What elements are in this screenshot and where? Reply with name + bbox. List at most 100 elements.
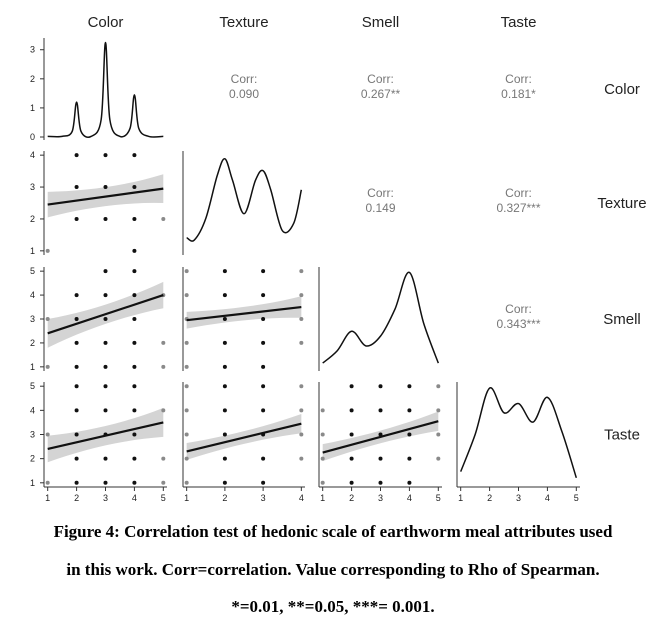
corr-value-texture-taste: 0.327*** xyxy=(496,201,540,215)
point-color-vs-smell-4 xyxy=(74,317,79,321)
ytick-smell-4: 4 xyxy=(30,290,35,300)
xtick-texture-1: 1 xyxy=(184,493,189,503)
ytick-taste-2: 2 xyxy=(30,454,35,464)
point-color-vs-smell-16 xyxy=(161,364,166,369)
point-color-vs-texture-4 xyxy=(103,216,108,221)
fit-line-color-vs-taste xyxy=(47,421,164,451)
fit-line-color-vs-smell xyxy=(47,294,164,335)
point-smell-vs-taste-21 xyxy=(436,408,441,413)
caption-line-3: *=0.01, **=0.05, ***= 0.001. xyxy=(231,597,435,616)
point-color-vs-texture-9 xyxy=(132,185,137,190)
point-texture-vs-smell-12 xyxy=(261,317,266,321)
point-smell-vs-taste-12 xyxy=(378,408,383,413)
point-texture-vs-smell-14 xyxy=(261,269,266,274)
point-color-vs-smell-7 xyxy=(103,340,108,345)
point-color-vs-texture-2 xyxy=(74,185,79,190)
point-color-vs-taste-18 xyxy=(161,456,166,461)
ytick-smell-2: 2 xyxy=(30,338,35,348)
point-smell-vs-taste-11 xyxy=(378,432,383,437)
xtick-taste-5: 5 xyxy=(574,493,579,503)
density-ytick-2: 2 xyxy=(30,74,35,84)
density-texture xyxy=(186,158,303,242)
point-texture-vs-taste-16 xyxy=(299,432,304,437)
ytick-texture-3: 3 xyxy=(30,182,35,192)
point-smell-vs-taste-1 xyxy=(320,456,325,461)
point-smell-vs-taste-22 xyxy=(436,384,441,389)
xtick-smell-1: 1 xyxy=(320,493,325,503)
xtick-color-3: 3 xyxy=(103,493,108,503)
point-texture-vs-taste-3 xyxy=(184,408,189,413)
point-smell-vs-taste-2 xyxy=(320,432,325,437)
point-smell-vs-taste-8 xyxy=(349,384,354,389)
point-texture-vs-smell-0 xyxy=(184,364,189,369)
density-smell xyxy=(322,271,440,364)
column-header-texture: Texture xyxy=(219,14,268,31)
xtick-texture-2: 2 xyxy=(222,493,227,503)
xtick-smell-4: 4 xyxy=(407,493,412,503)
xtick-texture-3: 3 xyxy=(261,493,266,503)
point-texture-vs-taste-0 xyxy=(184,480,189,485)
point-color-vs-taste-11 xyxy=(103,384,108,389)
point-smell-vs-taste-18 xyxy=(407,384,412,389)
point-color-vs-smell-15 xyxy=(132,269,137,274)
point-texture-vs-taste-8 xyxy=(222,408,227,413)
point-texture-vs-smell-13 xyxy=(261,293,266,298)
point-color-vs-texture-10 xyxy=(132,153,137,158)
point-color-vs-smell-5 xyxy=(74,293,79,298)
point-color-vs-taste-0 xyxy=(45,480,50,485)
corr-value-color-smell: 0.267** xyxy=(361,87,401,101)
point-texture-vs-taste-5 xyxy=(222,480,227,485)
point-color-vs-taste-4 xyxy=(74,432,79,437)
caption-line-1: Figure 4: Correlation test of hedonic sc… xyxy=(53,522,613,541)
point-texture-vs-taste-17 xyxy=(299,408,304,413)
point-color-vs-taste-17 xyxy=(161,480,166,485)
point-smell-vs-taste-9 xyxy=(378,480,383,485)
row-label-color: Color xyxy=(604,81,640,98)
ytick-taste-1: 1 xyxy=(30,478,35,488)
fit-line-texture-vs-taste xyxy=(186,422,302,453)
point-color-vs-smell-12 xyxy=(132,340,137,345)
point-color-vs-texture-0 xyxy=(45,248,50,253)
point-color-vs-smell-3 xyxy=(74,340,79,345)
point-color-vs-texture-3 xyxy=(74,153,79,158)
fit-line-color-vs-texture xyxy=(47,187,164,206)
point-color-vs-taste-3 xyxy=(74,456,79,461)
point-color-vs-taste-7 xyxy=(103,480,108,485)
point-smell-vs-taste-3 xyxy=(320,408,325,413)
point-texture-vs-smell-6 xyxy=(222,340,227,345)
point-color-vs-smell-9 xyxy=(103,293,108,298)
caption-line-2: in this work. Corr=correlation. Value co… xyxy=(66,560,600,579)
point-color-vs-smell-8 xyxy=(103,317,108,321)
point-texture-vs-smell-8 xyxy=(222,293,227,298)
point-texture-vs-taste-7 xyxy=(222,432,227,437)
point-texture-vs-smell-7 xyxy=(222,317,227,321)
corr-value-color-texture: 0.090 xyxy=(229,87,259,101)
point-texture-vs-smell-17 xyxy=(299,293,304,298)
corr-value-smell-taste: 0.343*** xyxy=(496,317,540,331)
point-color-vs-smell-17 xyxy=(161,340,166,345)
fit-line-texture-vs-smell xyxy=(186,305,302,322)
xtick-color-1: 1 xyxy=(45,493,50,503)
corr-value-texture-smell: 0.149 xyxy=(365,201,395,215)
ytick-taste-5: 5 xyxy=(30,381,35,391)
point-color-vs-taste-16 xyxy=(132,384,137,389)
xtick-taste-3: 3 xyxy=(516,493,521,503)
point-color-vs-smell-11 xyxy=(132,364,137,369)
point-color-vs-smell-1 xyxy=(45,317,50,321)
corr-label-smell-taste: Corr: xyxy=(505,302,532,316)
xtick-smell-5: 5 xyxy=(436,493,441,503)
point-color-vs-taste-12 xyxy=(132,480,137,485)
point-smell-vs-taste-4 xyxy=(349,480,354,485)
point-texture-vs-smell-3 xyxy=(184,293,189,298)
point-color-vs-taste-14 xyxy=(132,432,137,437)
point-texture-vs-taste-11 xyxy=(261,456,266,461)
point-smell-vs-taste-5 xyxy=(349,456,354,461)
point-color-vs-taste-6 xyxy=(74,384,79,389)
point-texture-vs-taste-13 xyxy=(261,408,266,413)
xtick-color-4: 4 xyxy=(132,493,137,503)
point-texture-vs-smell-1 xyxy=(184,340,189,345)
column-header-smell: Smell xyxy=(362,14,400,31)
corr-label-color-texture: Corr: xyxy=(231,72,258,86)
density-ytick-3: 3 xyxy=(30,45,35,55)
point-smell-vs-taste-13 xyxy=(378,384,383,389)
